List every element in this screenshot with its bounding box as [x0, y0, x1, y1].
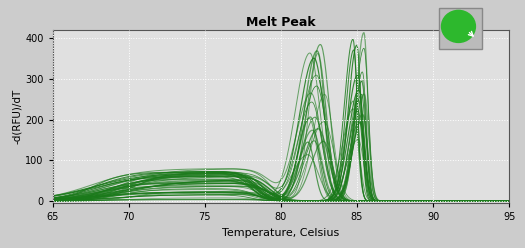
FancyBboxPatch shape — [439, 8, 482, 49]
Title: Melt Peak: Melt Peak — [246, 16, 316, 29]
X-axis label: Temperature, Celsius: Temperature, Celsius — [222, 228, 340, 238]
FancyArrowPatch shape — [468, 31, 473, 36]
Circle shape — [442, 10, 476, 42]
Y-axis label: -d(RFU)/dT: -d(RFU)/dT — [12, 89, 22, 144]
